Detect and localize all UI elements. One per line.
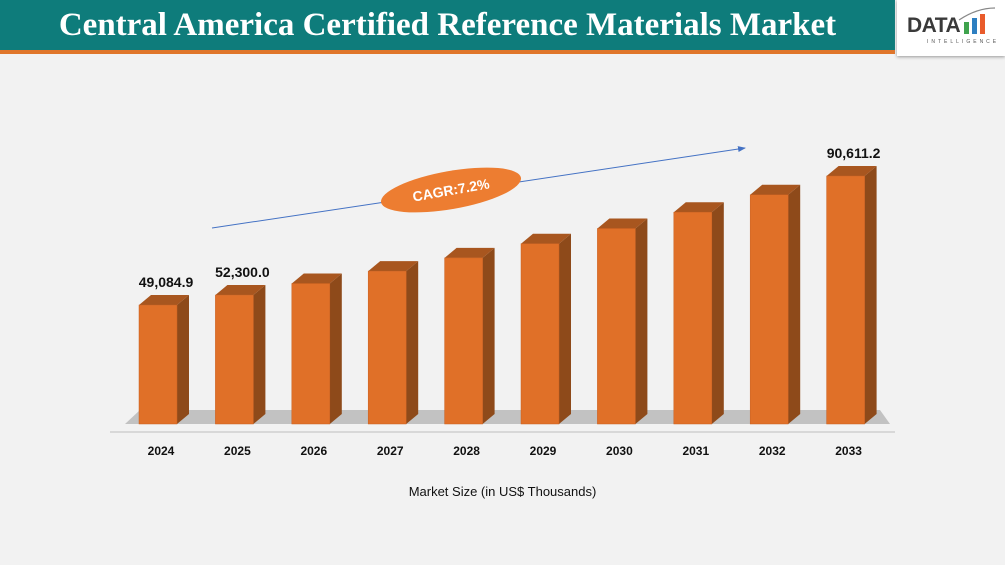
bar-top: [750, 184, 801, 195]
x-tick-label: 2025: [224, 444, 251, 458]
x-tick-label: 2032: [759, 444, 786, 458]
logo: DATA INTELLIGENCE: [897, 0, 1005, 56]
bar-side: [788, 184, 801, 424]
data-label: 49,084.9: [139, 274, 194, 290]
bar-side: [253, 285, 266, 424]
bar-side: [177, 295, 189, 424]
bar-top: [444, 247, 495, 258]
logo-subtext: INTELLIGENCE: [927, 39, 1000, 45]
bar-side: [864, 166, 877, 424]
cagr-badge: [381, 167, 521, 213]
bar-top: [826, 166, 877, 177]
x-tick-label: 2028: [453, 444, 480, 458]
data-label: 90,611.2: [827, 145, 881, 161]
x-tick-label: 2029: [530, 444, 557, 458]
bar-2024: [138, 304, 178, 425]
bar-side: [635, 218, 648, 424]
bar-2033: [826, 175, 865, 425]
bar-2026: [291, 283, 331, 425]
x-tick-label: 2024: [148, 444, 175, 458]
x-tick-label: 2030: [606, 444, 633, 458]
bar-side: [559, 233, 571, 424]
bar-2029: [520, 243, 560, 425]
data-label: 52,300.0: [215, 264, 270, 280]
bar-2025: [215, 294, 254, 425]
x-tick-label: 2033: [835, 444, 862, 458]
header-bar: [0, 0, 895, 54]
bar-top: [521, 233, 571, 244]
bar-top: [673, 202, 724, 213]
bar-2031: [673, 211, 713, 425]
bar-2027: [367, 270, 407, 425]
page-title: Central America Certified Reference Mate…: [58, 7, 837, 43]
logo-bars-icon: [958, 7, 996, 34]
x-tick-label: 2031: [682, 444, 709, 458]
x-tick-label: 2027: [377, 444, 404, 458]
bar-top: [139, 295, 189, 306]
x-tick-label: 2026: [300, 444, 327, 458]
bar-top: [215, 285, 266, 296]
bar-2032: [749, 194, 789, 425]
bar-top: [368, 261, 419, 272]
bar-side: [329, 273, 342, 424]
bar-side: [711, 202, 724, 424]
bar-2030: [597, 228, 636, 425]
bar-top: [597, 218, 648, 229]
bar-top: [291, 273, 342, 284]
logo-text: DATA: [907, 14, 961, 37]
x-axis-label: Market Size (in US$ Thousands): [408, 484, 597, 499]
bar-2028: [444, 257, 483, 425]
bar-side: [482, 247, 495, 424]
bar-side: [406, 261, 419, 424]
